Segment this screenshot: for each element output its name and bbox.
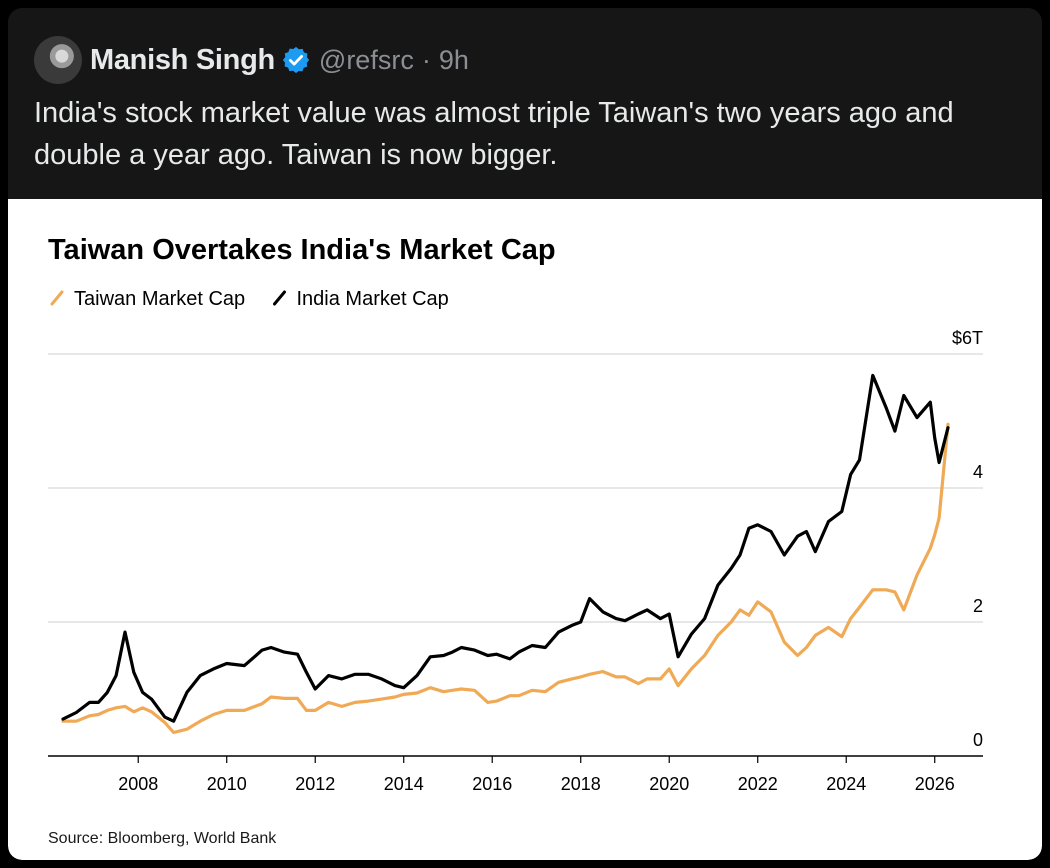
legend-swatch	[273, 290, 286, 306]
y-tick-label: 0	[973, 730, 983, 750]
chart-grid	[48, 353, 983, 757]
tweet-media[interactable]: Taiwan Overtakes India's Market Cap Taiw…	[8, 199, 1042, 860]
author-handle[interactable]: @refsrc	[318, 44, 414, 75]
x-tick-label: 2024	[826, 774, 866, 794]
series-line-india	[61, 373, 950, 723]
chart-series	[61, 373, 950, 735]
x-tick-label: 2022	[738, 774, 778, 794]
avatar[interactable]	[34, 36, 82, 84]
x-axis-ticks: 2008 2010 2012 2014 2016 2018 2020 2022 2024 2026	[118, 756, 955, 794]
market-cap-chart: Taiwan Overtakes India's Market Cap Taiw…	[48, 234, 983, 847]
y-tick-label: 4	[973, 462, 983, 482]
y-tick-label: $6T	[952, 328, 983, 348]
legend-label: India Market Cap	[297, 288, 449, 310]
x-tick-label: 2018	[561, 774, 601, 794]
x-tick-label: 2014	[384, 774, 424, 794]
tweet-card[interactable]: Manish Singh @refsrc · 9h India's stock …	[8, 8, 1042, 860]
tweet-text: India's stock market value was almost tr…	[34, 97, 954, 171]
tweet-header: Manish Singh @refsrc · 9h	[34, 32, 469, 88]
y-axis-ticks: 0 2 4 $6T	[952, 328, 983, 750]
x-tick-label: 2026	[915, 774, 955, 794]
chart-source: Source: Bloomberg, World Bank	[48, 830, 277, 847]
x-tick-label: 2012	[295, 774, 335, 794]
x-tick-label: 2020	[649, 774, 689, 794]
legend-swatch	[50, 290, 64, 306]
y-tick-label: 2	[973, 596, 983, 616]
chart-title: Taiwan Overtakes India's Market Cap	[48, 234, 556, 266]
chart-legend: Taiwan Market Cap India Market Cap	[50, 288, 449, 310]
legend-label: Taiwan Market Cap	[74, 288, 245, 310]
verified-badge-icon	[282, 46, 310, 74]
dot-separator: ·	[421, 44, 431, 75]
post-time[interactable]: 9h	[438, 44, 469, 75]
x-tick-label: 2016	[472, 774, 512, 794]
series-line-taiwan	[61, 422, 950, 735]
x-tick-label: 2010	[207, 774, 247, 794]
author-name[interactable]: Manish Singh	[90, 43, 275, 76]
x-tick-label: 2008	[118, 774, 158, 794]
